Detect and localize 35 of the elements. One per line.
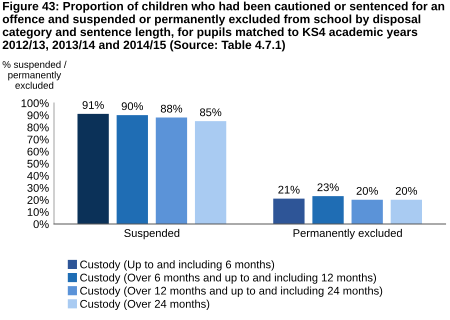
bar [273,198,305,224]
data-label: 88% [160,104,182,113]
data-label: 91% [82,101,104,109]
bar [156,118,188,224]
legend-label: Custody (Over 12 months and up to and including 24 months) [80,286,382,297]
data-label: 85% [200,108,222,116]
y-tick-label: 100% [22,99,49,108]
data-label: 20% [356,186,378,195]
y-tick-label: 40% [27,172,49,180]
legend-label: Custody (Over 6 months and up to and including 12 months) [80,273,376,284]
x-tick-label: Permanently excluded [294,228,402,240]
y-tick-label: 70% [27,136,49,144]
y-tick-label: 80% [27,124,49,132]
bar [352,200,383,224]
y-tick-label: 0% [34,220,49,228]
y-tick-label: 10% [28,208,49,216]
chart-title: Figure 43: Proportion of children who had been cautioned or sentenced for an offence and suspended or permanently excluded from school by disposal category and sentence length, for pupils matched to KS4 academic years 2012/13, 2013/14 and 2014/15 (Source: Table 4.7.1) [2,2,444,52]
legend-label: Custody (Over 24 months) [80,300,210,310]
y-tick-label: 50% [27,160,49,168]
data-label: 90% [122,102,144,110]
y-axis-title: % suspended / permanently excluded [2,60,67,89]
x-tick-label: Suspended [124,228,180,240]
data-label: 20% [396,186,418,195]
data-label: 23% [317,183,339,192]
legend-label: Custody (Up to and including 6 months) [80,260,274,271]
data-label: 21% [278,186,300,194]
bar [312,196,344,224]
y-tick-label: 30% [27,184,49,192]
y-tick-label: 60% [27,148,49,156]
bar [116,115,148,224]
bar [194,121,226,224]
bar [77,114,109,224]
bar [390,200,422,224]
y-tick-label: 20% [27,196,49,204]
y-tick-label: 90% [27,111,49,120]
